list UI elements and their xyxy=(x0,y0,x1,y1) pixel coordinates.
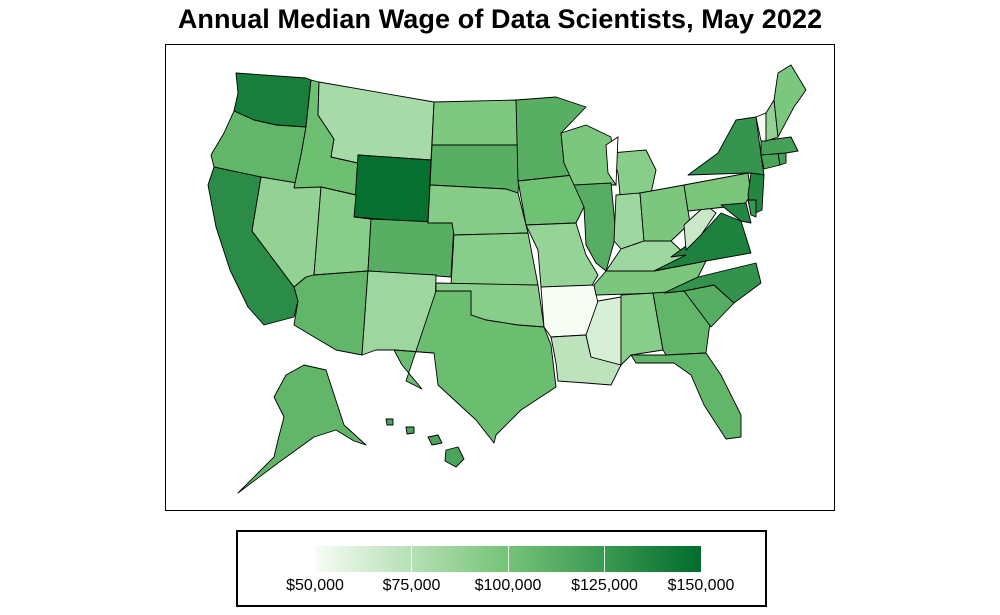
state-massachusetts[interactable] xyxy=(760,136,799,156)
state-maryland[interactable] xyxy=(720,202,752,224)
state-missouri[interactable] xyxy=(525,222,599,288)
legend-tick-label: $50,000 xyxy=(286,577,344,594)
state-hawaii-kauai[interactable] xyxy=(385,418,394,426)
state-tennessee[interactable] xyxy=(593,260,707,296)
state-colorado[interactable] xyxy=(367,218,455,278)
state-connecticut[interactable] xyxy=(760,152,781,170)
state-north-carolina[interactable] xyxy=(663,262,762,304)
state-indiana[interactable] xyxy=(613,192,645,250)
us-choropleth-map xyxy=(207,64,807,494)
state-hawaii-oahu[interactable] xyxy=(405,426,415,435)
state-arizona[interactable] xyxy=(293,270,369,356)
state-pennsylvania[interactable] xyxy=(683,172,752,212)
state-montana[interactable] xyxy=(317,81,435,164)
state-north-dakota[interactable] xyxy=(431,99,522,146)
state-delaware[interactable] xyxy=(747,199,757,218)
state-alabama[interactable] xyxy=(620,292,664,366)
legend-tick-label: $100,000 xyxy=(474,577,542,594)
state-virginia[interactable] xyxy=(653,212,752,272)
state-ohio[interactable] xyxy=(639,184,691,242)
legend-tick-mark xyxy=(604,546,605,572)
map-panel xyxy=(165,44,835,511)
state-illinois[interactable] xyxy=(573,182,617,272)
legend-tick-label: $150,000 xyxy=(667,577,735,594)
state-michigan[interactable] xyxy=(610,149,657,196)
state-florida[interactable] xyxy=(630,352,742,440)
legend-tick-mark xyxy=(411,546,412,572)
state-wyoming[interactable] xyxy=(353,154,432,224)
legend-tick-mark xyxy=(507,546,509,572)
state-hawaii-maui[interactable] xyxy=(427,434,443,446)
state-kansas[interactable] xyxy=(450,232,539,286)
color-legend: $50,000 $75,000 $100,000 $125,000 $150,000 xyxy=(236,530,767,607)
state-new-york[interactable] xyxy=(687,116,765,176)
state-texas[interactable] xyxy=(393,290,557,444)
state-maine[interactable] xyxy=(773,64,807,138)
state-alaska[interactable] xyxy=(237,364,367,494)
map-title: Annual Median Wage of Data Scientists, M… xyxy=(177,4,823,34)
legend-tick-label: $125,000 xyxy=(571,577,638,594)
state-hawaii-big-island[interactable] xyxy=(444,446,465,468)
state-iowa[interactable] xyxy=(517,174,585,226)
legend-tick-label: $75,000 xyxy=(382,577,441,594)
state-mississippi[interactable] xyxy=(585,296,622,366)
lake-michigan xyxy=(605,136,619,187)
